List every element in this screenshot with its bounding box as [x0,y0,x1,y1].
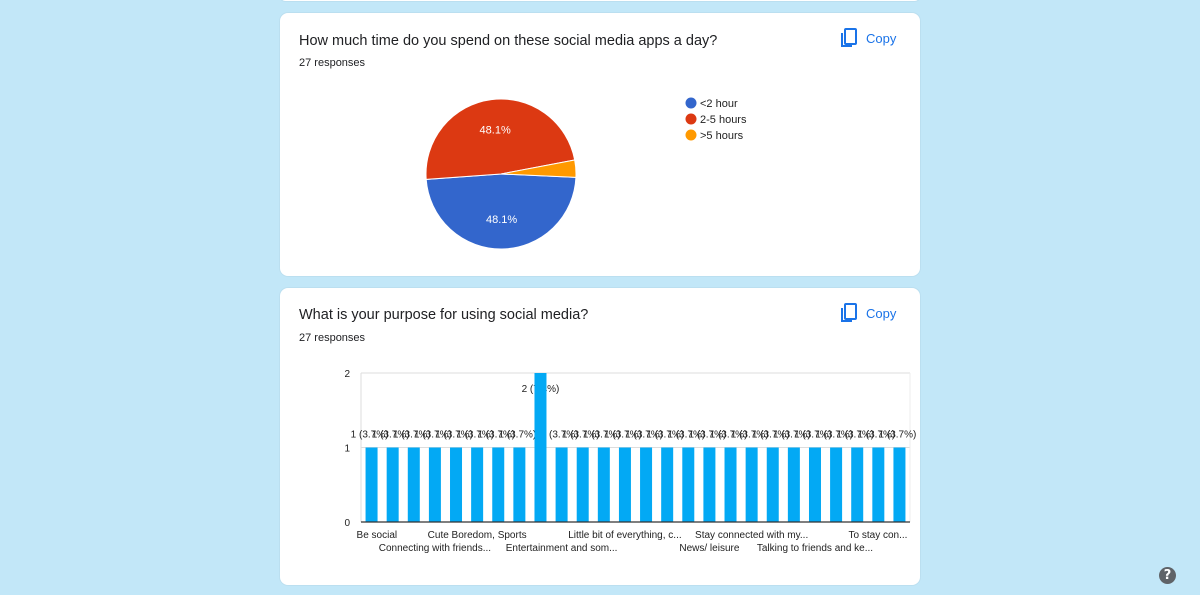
bar-value-label: 1 (3.7%) [836,430,874,441]
copy-button[interactable]: Copy [840,303,896,323]
bar[interactable] [407,447,420,523]
pie-slice[interactable] [425,173,577,250]
x-tick-label: Talking to friends and ke... [757,543,873,554]
bar-value-label: 1 (3.7%) [879,430,917,441]
bar-value-label: 1 (3.7%) [710,430,748,441]
bar[interactable] [787,447,800,523]
bar-value-label: 1 (3.7%) [435,430,473,441]
bar[interactable] [703,447,716,523]
bar[interactable] [576,447,589,523]
bar[interactable] [513,447,526,523]
bar[interactable] [745,447,758,523]
bar-value-labels: 1 (3.7%)1 (3.7%)1 (3.7%)1 (3.7%)1 (3.7%)… [351,384,917,441]
x-tick-label: Little bit of everything, c... [568,530,681,541]
bar-value-label: 1 (3.7%) [604,430,642,441]
x-tick-label: Cute Boredom, Sports [428,530,527,541]
pie-slice-label: 48.1% [486,214,517,226]
bar[interactable] [830,447,843,523]
x-tick-label: To stay con... [849,530,908,541]
question-card-time: How much time do you spend on these soci… [280,13,920,276]
bar[interactable] [872,447,885,523]
bar-value-label: 1 (3.7%) [689,430,727,441]
bar-value-label: 1 (3.7%) [625,430,663,441]
legend-marker [685,113,697,125]
bar-value-label: 1 (3.7%) [414,430,452,441]
bar-value-label: 1 (3.7%) [477,430,515,441]
x-tick-label: Be social [357,530,398,541]
response-count: 27 responses [299,332,366,344]
bar[interactable] [724,447,737,523]
x-tick-label: Connecting with friends... [379,543,491,554]
bar-value-label: 1 (3.7%) [498,430,536,441]
help-icon[interactable]: ? [1159,567,1176,584]
bar-value-label: 1 (3.7%) [773,430,811,441]
bar-value-label: 1 (3.7%) [667,430,705,441]
bar[interactable] [808,447,821,523]
pie-slice[interactable] [500,159,577,178]
bar[interactable] [471,447,484,523]
bar[interactable] [661,447,674,523]
x-tick-label: Entertainment and som... [506,543,618,554]
bar[interactable] [428,447,441,523]
bar[interactable] [640,447,653,523]
bar[interactable] [555,447,568,523]
legend-marker [685,97,697,109]
bar[interactable] [766,447,779,523]
bar-value-label: 1 (3.7%) [583,430,621,441]
response-count: 27 responses [299,57,366,69]
bar-value-label: 1 (3.7%) [646,430,684,441]
question-card-purpose: What is your purpose for using social me… [280,288,920,585]
bar[interactable] [618,447,631,523]
bar[interactable] [386,447,399,523]
x-tick-label: Stay connected with my... [695,530,808,541]
bar-value-label: 1 (3.7%) [372,430,410,441]
bar[interactable] [682,447,695,523]
legend-label: >5 hours [700,130,744,142]
bar-value-label: 1 (3.7%) [752,430,790,441]
pie-chart: 48.1% 48.1% <2 hour 2-5 hours >5 hours [425,97,747,250]
copy-label: Copy [866,30,897,46]
pie-slice-label: 48.1% [480,124,511,136]
bar[interactable] [893,447,906,523]
y-tick-label: 1 [344,444,350,455]
legend-label: <2 hour [700,98,738,110]
bar[interactable] [365,447,378,523]
y-tick-label: 2 [344,369,350,380]
bar-value-label: 1 (3.7%) [857,430,895,441]
copy-icon [841,303,857,322]
bar[interactable] [534,373,547,522]
question-title: How much time do you spend on these soci… [299,33,718,49]
bar[interactable] [851,447,864,523]
question-title: What is your purpose for using social me… [299,307,589,323]
previous-card [280,0,920,1]
x-tick-label: News/ leisure [679,543,739,554]
bar[interactable] [450,447,463,523]
legend-label: 2-5 hours [700,114,747,126]
copy-icon [841,28,857,47]
bar-value-label: 1 (3.7%) [815,430,853,441]
bar[interactable] [597,447,610,523]
legend-marker [685,129,697,141]
bar-value-label: 1 (3.7%) [393,430,431,441]
bar[interactable] [492,447,505,523]
bar-value-label: 1 (3.7%) [731,430,769,441]
bar-value-label: 1 (3.7%) [562,430,600,441]
y-tick-label: 0 [344,518,350,529]
bar-value-label: 1 (3.7%) [351,430,389,441]
bar-value-label: 1 (3.7%) [541,430,579,441]
bar-value-label: 1 (3.7%) [456,430,494,441]
bar-value-label: 1 (3.7%) [794,430,832,441]
copy-button[interactable]: Copy [840,28,896,48]
copy-label: Copy [866,305,897,321]
pie-slice[interactable] [425,98,576,180]
